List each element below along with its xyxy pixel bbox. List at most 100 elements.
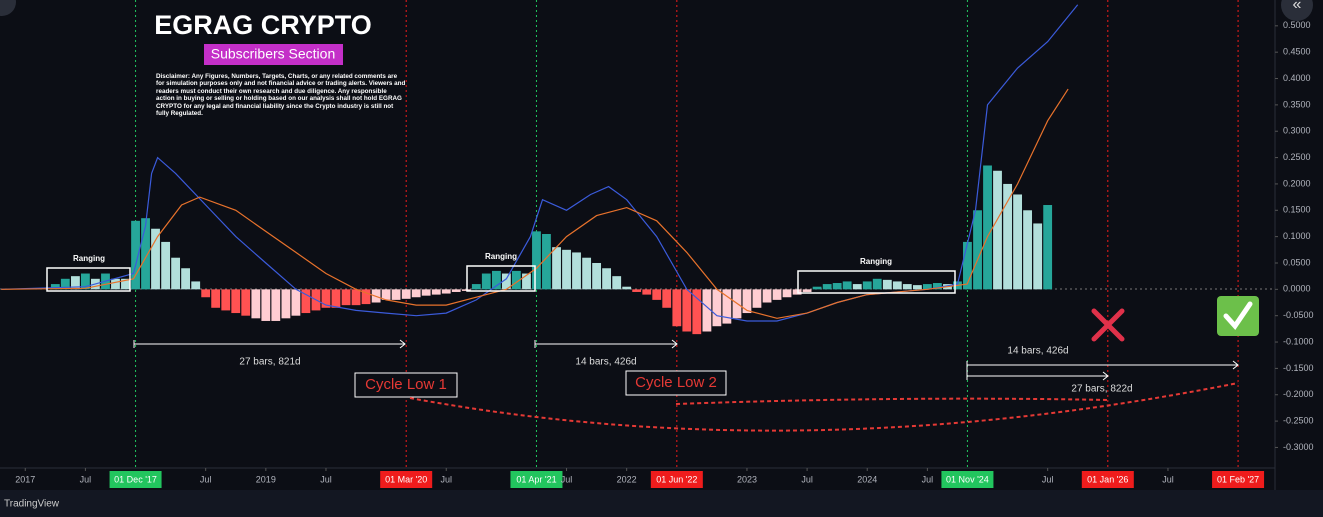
x-tick-label: 2023 — [737, 474, 757, 484]
bar — [441, 289, 451, 294]
cycle-low-box — [354, 372, 458, 398]
bar — [121, 278, 130, 290]
bar — [832, 283, 842, 290]
bar — [381, 289, 391, 300]
bar — [491, 270, 501, 290]
annotation: Ranging — [73, 254, 105, 263]
bar — [612, 276, 622, 290]
title: EGRAG CRYPTO — [154, 10, 372, 40]
y-tick-label: 0.2500 — [1283, 152, 1311, 162]
bar — [822, 284, 832, 290]
bar — [983, 165, 992, 290]
bar — [973, 210, 982, 290]
bar — [602, 268, 611, 290]
x-tick-label: 01 Apr '21 — [516, 474, 556, 484]
bar — [191, 281, 201, 290]
y-tick-label: -0.2000 — [1283, 389, 1314, 399]
bar — [632, 289, 642, 292]
bar — [271, 289, 281, 321]
collapse-button[interactable] — [1281, 0, 1313, 21]
projection-curves — [409, 382, 1239, 432]
bar — [301, 289, 311, 314]
bar — [872, 278, 882, 290]
cross-icon — [1091, 308, 1125, 342]
bar — [752, 289, 762, 308]
bar — [802, 289, 812, 292]
y-tick-label: 0.2000 — [1283, 178, 1311, 188]
source: TradingView — [4, 499, 60, 510]
bar — [742, 289, 752, 314]
annotation: Cycle Low 1 — [365, 376, 447, 393]
bar — [201, 289, 211, 298]
annotation: Cycle Low 2 — [635, 374, 717, 391]
bar — [902, 284, 912, 290]
y-tick-label: -0.1500 — [1283, 363, 1314, 373]
bar — [642, 289, 652, 295]
x-tick-label: 2024 — [857, 474, 877, 484]
bar — [151, 228, 160, 290]
bar — [111, 278, 120, 290]
bar — [291, 289, 301, 316]
x-tick-highlight — [380, 471, 433, 488]
annotation: 14 bars, 426d — [1007, 346, 1068, 357]
y-tick-label: 0.0000 — [1283, 284, 1311, 294]
bar — [622, 286, 632, 290]
y-tick-label: -0.3000 — [1283, 442, 1314, 452]
cycle-low-box — [625, 370, 727, 396]
x-tick-label: 01 Feb '27 — [1217, 474, 1259, 484]
bar — [882, 279, 892, 290]
x-tick-label: Jul — [1162, 474, 1174, 484]
x-tick-label: 2019 — [256, 474, 276, 484]
y-tick-label: 0.1000 — [1283, 231, 1311, 241]
bar — [331, 289, 341, 308]
close-button[interactable] — [0, 0, 16, 16]
x-tick-label: Jul — [801, 474, 813, 484]
x-tick-label: 01 Jun '22 — [656, 474, 697, 484]
x-tick-label: 01 Nov '24 — [946, 474, 989, 484]
y-tick-label: -0.2500 — [1283, 415, 1314, 425]
bar — [862, 281, 872, 290]
annotation: Ranging — [860, 257, 892, 266]
bar — [542, 234, 551, 290]
bar — [852, 284, 862, 290]
bar — [421, 289, 431, 296]
x-tick-label: Jul — [561, 474, 573, 484]
bar — [80, 273, 90, 290]
bar — [792, 289, 802, 295]
x-tick-highlight — [510, 471, 563, 488]
bar — [481, 273, 491, 290]
bar — [251, 289, 261, 319]
bar — [552, 247, 561, 290]
bar — [592, 262, 602, 290]
bar — [812, 286, 822, 290]
annotation: 14 bars, 426d — [575, 357, 636, 368]
y-tick-label: 0.1500 — [1283, 205, 1311, 215]
bar — [351, 289, 361, 306]
bar — [1023, 210, 1032, 290]
x-tick-label: 01 Jan '26 — [1087, 474, 1128, 484]
bar — [231, 289, 241, 314]
bar — [281, 289, 291, 319]
bar — [572, 252, 581, 290]
bar — [682, 289, 692, 332]
bar — [141, 218, 150, 290]
bar — [582, 257, 592, 290]
y-tick-label: -0.1000 — [1283, 336, 1314, 346]
bar — [922, 284, 932, 290]
bar — [562, 249, 571, 290]
annotation: 27 bars, 822d — [1071, 384, 1132, 395]
bar — [702, 289, 712, 332]
bar — [772, 289, 782, 300]
bar — [762, 289, 772, 303]
bar — [1043, 205, 1053, 290]
bar — [963, 241, 972, 290]
x-tick-highlight — [941, 471, 994, 488]
x-tick-label: Jul — [320, 474, 332, 484]
subtitle-box — [204, 44, 343, 65]
x-tick-label: Jul — [1042, 474, 1054, 484]
x-tick-label: 01 Mar '20 — [385, 474, 427, 484]
y-tick-label: 0.3000 — [1283, 126, 1311, 136]
y-tick-label: 0.4000 — [1283, 73, 1311, 83]
check-icon — [1223, 301, 1253, 331]
